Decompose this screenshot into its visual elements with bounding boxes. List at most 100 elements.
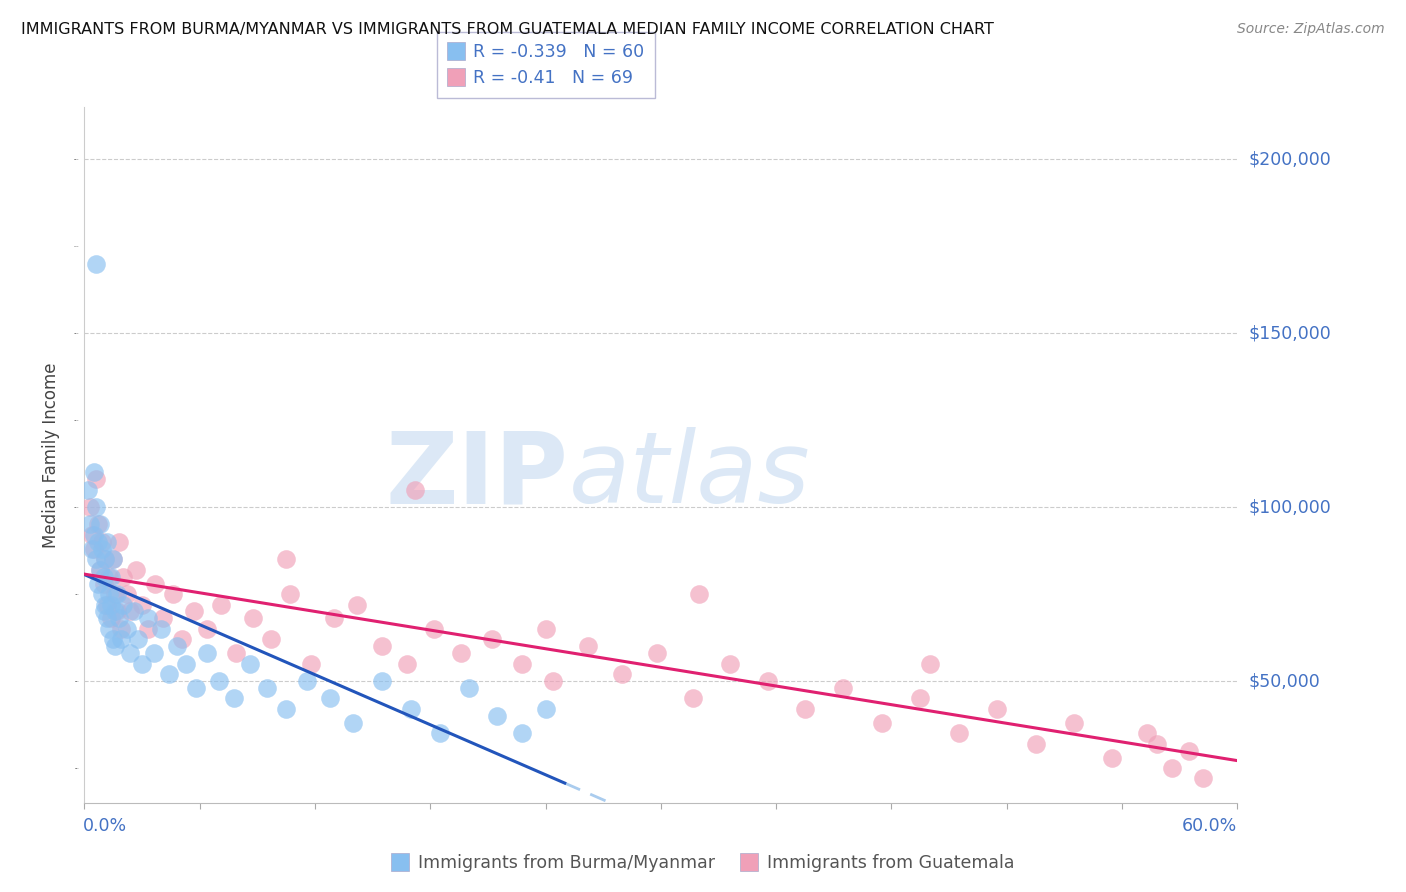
Point: [84, 472, 107, 486]
Point: [100, 570, 122, 584]
Point: [162, 587, 184, 601]
Point: [166, 639, 188, 653]
Point: [98, 570, 121, 584]
Text: 0.0%: 0.0%: [83, 817, 127, 835]
Point: [94, 552, 117, 566]
Point: [209, 598, 232, 612]
Point: [225, 646, 247, 660]
Point: [104, 639, 127, 653]
Point: [208, 674, 231, 689]
Point: [136, 622, 159, 636]
Point: [90, 587, 112, 601]
Point: [96, 611, 118, 625]
Point: [79, 517, 101, 532]
Point: [224, 691, 246, 706]
Point: [94, 598, 117, 612]
Point: [195, 646, 218, 660]
Point: [115, 622, 138, 636]
Point: [105, 605, 128, 619]
Point: [83, 541, 105, 556]
Point: [1191, 772, 1213, 786]
Point: [98, 587, 121, 601]
Point: [172, 632, 194, 647]
Point: [142, 646, 165, 660]
Point: [486, 708, 509, 723]
Point: [276, 552, 298, 566]
Point: [319, 691, 342, 706]
Point: [84, 500, 107, 514]
Point: [83, 528, 105, 542]
Legend: R = -0.339   N = 60, R = -0.41   N = 69: R = -0.339 N = 60, R = -0.41 N = 69: [436, 32, 655, 98]
Point: [396, 657, 419, 671]
Point: [100, 611, 122, 625]
Point: [96, 598, 118, 612]
Point: [1136, 726, 1159, 740]
Point: [120, 646, 142, 660]
Point: [278, 587, 301, 601]
Point: [910, 691, 932, 706]
Point: [80, 528, 103, 542]
Point: [260, 632, 283, 647]
Legend: Immigrants from Burma/Myanmar, Immigrants from Guatemala: Immigrants from Burma/Myanmar, Immigrant…: [385, 847, 1021, 879]
Point: [1063, 715, 1085, 730]
Point: [80, 541, 103, 556]
Point: [682, 691, 704, 706]
Point: [93, 605, 115, 619]
Point: [108, 534, 131, 549]
Point: [256, 681, 278, 695]
Point: [239, 657, 262, 671]
Point: [512, 726, 534, 740]
Point: [299, 657, 322, 671]
Text: $100,000: $100,000: [1249, 498, 1331, 516]
Point: [104, 587, 127, 601]
Point: [323, 611, 346, 625]
Point: [794, 702, 817, 716]
Point: [371, 674, 394, 689]
Point: [87, 534, 110, 549]
Point: [89, 563, 111, 577]
Point: [110, 622, 132, 636]
Point: [103, 552, 124, 566]
Point: [84, 257, 107, 271]
Point: [120, 605, 142, 619]
Point: [93, 576, 115, 591]
Point: [115, 587, 138, 601]
Point: [105, 587, 128, 601]
Text: atlas: atlas: [568, 427, 810, 524]
Point: [870, 715, 893, 730]
Point: [183, 605, 205, 619]
Point: [184, 681, 207, 695]
Point: [399, 702, 422, 716]
Point: [103, 552, 124, 566]
Point: [145, 576, 167, 591]
Point: [87, 576, 110, 591]
Point: [346, 598, 368, 612]
Point: [157, 667, 180, 681]
Point: [90, 534, 112, 549]
Point: [152, 611, 174, 625]
Point: [718, 657, 741, 671]
Point: [90, 541, 112, 556]
Point: [450, 646, 472, 660]
Text: $200,000: $200,000: [1249, 150, 1331, 169]
Point: [89, 563, 111, 577]
Point: [242, 611, 264, 625]
Text: ZIP: ZIP: [385, 427, 568, 524]
Point: [94, 552, 117, 566]
Point: [948, 726, 970, 740]
Point: [174, 657, 197, 671]
Point: [404, 483, 426, 497]
Point: [124, 605, 146, 619]
Point: [371, 639, 394, 653]
Point: [645, 646, 668, 660]
Point: [87, 517, 110, 532]
Point: [457, 681, 479, 695]
Point: [195, 622, 218, 636]
Text: IMMIGRANTS FROM BURMA/MYANMAR VS IMMIGRANTS FROM GUATEMALA MEDIAN FAMILY INCOME : IMMIGRANTS FROM BURMA/MYANMAR VS IMMIGRA…: [21, 22, 994, 37]
Point: [111, 570, 134, 584]
Point: [512, 657, 534, 671]
Point: [1025, 737, 1047, 751]
Point: [98, 622, 121, 636]
Text: Source: ZipAtlas.com: Source: ZipAtlas.com: [1237, 22, 1385, 37]
Point: [131, 598, 153, 612]
